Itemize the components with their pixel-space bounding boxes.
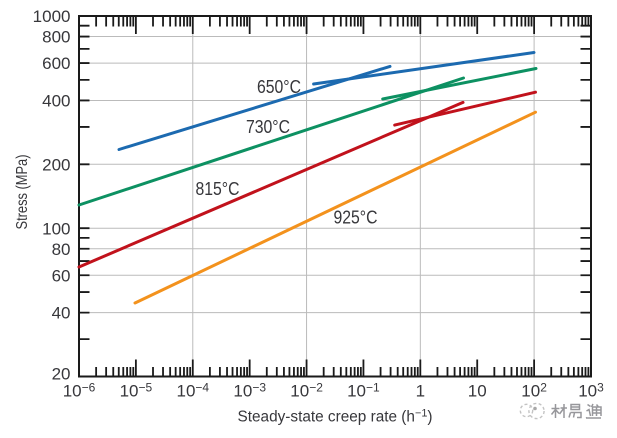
svg-text:40: 40	[52, 304, 71, 323]
svg-text:Stress (MPa): Stress (MPa)	[14, 155, 31, 230]
svg-text:815°C: 815°C	[196, 179, 240, 199]
svg-text:60: 60	[52, 266, 71, 285]
svg-text:730°C: 730°C	[246, 117, 290, 137]
svg-text:80: 80	[52, 240, 71, 259]
svg-text:600: 600	[42, 54, 70, 73]
svg-text:1000: 1000	[33, 7, 71, 26]
svg-text:10: 10	[468, 382, 487, 401]
svg-text:925°C: 925°C	[334, 208, 378, 228]
svg-text:800: 800	[42, 28, 70, 47]
svg-text:20: 20	[52, 365, 71, 384]
svg-text:Steady-state creep rate (h−1): Steady-state creep rate (h−1)	[238, 408, 433, 426]
svg-text:400: 400	[42, 92, 70, 111]
svg-text:650°C: 650°C	[257, 77, 301, 97]
svg-text:1: 1	[416, 382, 425, 401]
svg-text:100: 100	[42, 219, 70, 238]
svg-text:200: 200	[42, 155, 70, 174]
